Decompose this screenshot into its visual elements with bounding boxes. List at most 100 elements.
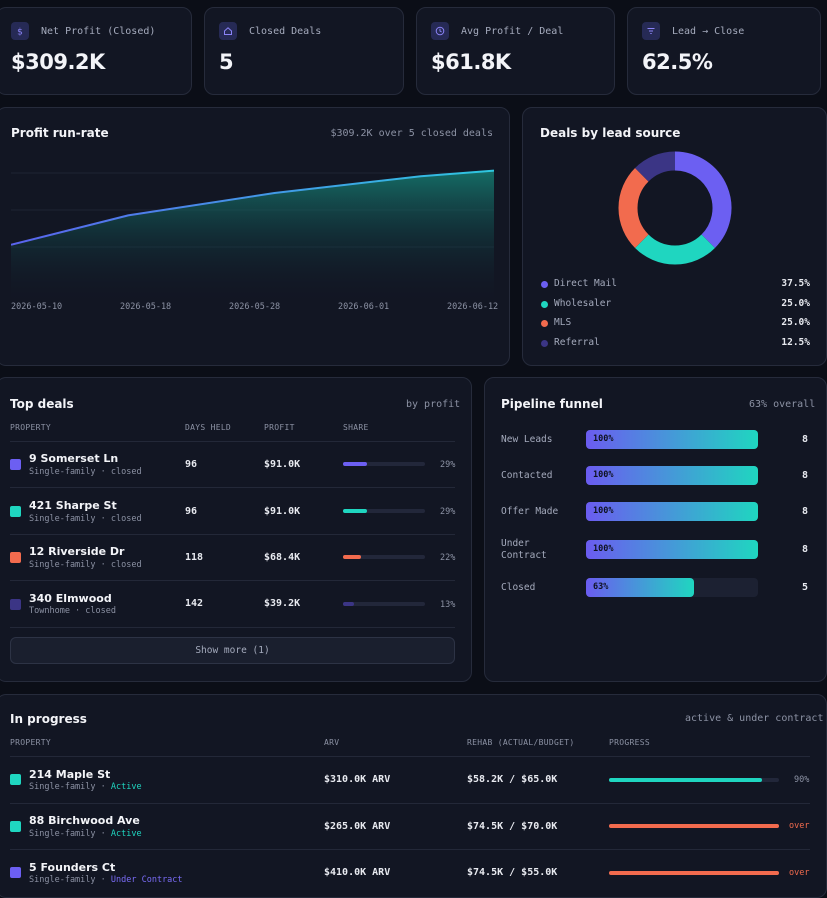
runrate-line (11, 169, 494, 246)
home-icon (219, 22, 237, 40)
days-held: 96 (185, 459, 198, 470)
property-sub: Single-family · closed (29, 514, 142, 524)
card-meta: active & under contract (685, 713, 824, 724)
column-header: SHARE (343, 423, 369, 432)
card-title: Deals by lead source (540, 126, 681, 140)
share-bar (343, 555, 425, 559)
legend-dot-mls (541, 320, 548, 327)
funnel-bar: 100% (586, 430, 758, 449)
row-divider (10, 756, 810, 757)
column-header: ARV (324, 738, 340, 747)
column-header: REHAB (ACTUAL/BUDGET) (467, 738, 575, 747)
property-swatch (10, 867, 21, 878)
share-percent: 22% (440, 553, 456, 563)
status-badge: Active (110, 829, 142, 839)
legend-value: 37.5% (781, 278, 810, 289)
donut-slice-referral (635, 151, 676, 182)
legend-label: MLS (554, 317, 572, 328)
kpi-card-net-profit: $ Net Profit (Closed) $309.2K (0, 7, 192, 95)
property-swatch (10, 552, 21, 563)
share-fill (343, 509, 367, 513)
card-meta: 63% overall (749, 399, 816, 410)
x-tick-label: 2026-06-01 (338, 302, 390, 312)
legend-dot-wholesaler (541, 301, 548, 308)
lead-source-card: Deals by lead source Direct Mail 37.5% W… (522, 107, 827, 366)
share-percent: 29% (440, 460, 456, 470)
progress-bar (609, 778, 779, 782)
show-more-button[interactable]: Show more (1) (10, 637, 455, 664)
arv: $410.0K ARV (324, 867, 391, 878)
funnel-percent: 100% (593, 544, 614, 554)
property-sub: Single-family · closed (29, 467, 142, 477)
funnel-count: 8 (802, 544, 809, 555)
row-divider (10, 627, 455, 628)
funnel-label: Closed (501, 582, 536, 593)
column-header: PROGRESS (609, 738, 650, 747)
filter-icon (642, 22, 660, 40)
property-swatch (10, 821, 21, 832)
funnel-percent: 63% (593, 582, 609, 592)
funnel-bar: 63% (586, 578, 758, 597)
x-tick-label: 2026-05-28 (229, 302, 281, 312)
profit: $91.0K (264, 459, 301, 470)
funnel-percent: 100% (593, 506, 614, 516)
property-sub: Townhome · closed (29, 606, 116, 616)
rehab: $58.2K / $65.0K (467, 774, 558, 785)
arv: $265.0K ARV (324, 821, 391, 832)
property-sub: Single-family · Under Contract (29, 875, 183, 885)
property-type: Single-family · (29, 782, 111, 792)
property-swatch (10, 459, 21, 470)
card-title: Pipeline funnel (501, 397, 603, 411)
property-type: Single-family · (29, 875, 111, 885)
runrate-chart (11, 169, 494, 298)
funnel-bar: 100% (586, 466, 758, 485)
kpi-label: Lead → Close (672, 26, 745, 37)
kpi-value: 62.5% (642, 50, 713, 74)
row-divider (10, 803, 810, 804)
funnel-count: 8 (802, 506, 809, 517)
progress-label: 90% (794, 775, 810, 785)
profit: $68.4K (264, 552, 301, 563)
property-name: 9 Somerset Ln (29, 452, 119, 465)
kpi-label: Avg Profit / Deal (461, 26, 564, 37)
donut-slice-direct-mail (674, 151, 732, 248)
legend-value: 12.5% (781, 337, 810, 348)
legend-label: Referral (554, 337, 600, 348)
row-divider (10, 441, 455, 442)
legend-value: 25.0% (781, 298, 810, 309)
x-tick-label: 2026-05-18 (120, 302, 172, 312)
share-fill (343, 602, 354, 606)
kpi-value: $309.2K (11, 50, 105, 74)
arv: $310.0K ARV (324, 774, 391, 785)
row-divider (10, 580, 455, 581)
funnel-label: New Leads (501, 434, 553, 445)
rehab: $74.5K / $70.0K (467, 821, 558, 832)
kpi-label: Closed Deals (249, 26, 322, 37)
property-name: 88 Birchwood Ave (29, 814, 140, 827)
funnel-label: Contacted (501, 470, 553, 481)
property-name: 421 Sharpe St (29, 499, 117, 512)
card-title: Profit run-rate (11, 126, 109, 140)
profit-runrate-card: Profit run-rate $309.2K over 5 closed de… (0, 107, 510, 366)
column-header: DAYS HELD (185, 423, 232, 432)
legend-value: 25.0% (781, 317, 810, 328)
progress-fill (609, 871, 779, 875)
funnel-fill: 100% (586, 466, 758, 485)
share-bar (343, 602, 425, 606)
kpi-card-avg-profit: Avg Profit / Deal $61.8K (416, 7, 615, 95)
card-title: Top deals (10, 397, 74, 411)
days-held: 118 (185, 552, 204, 563)
legend-dot-direct-mail (541, 281, 548, 288)
column-header: PROPERTY (10, 423, 51, 432)
progress-label: over (789, 868, 810, 878)
lead-source-donut (618, 151, 732, 265)
funnel-fill: 100% (586, 430, 758, 449)
legend-dot-referral (541, 340, 548, 347)
property-sub: Single-family · closed (29, 560, 142, 570)
property-swatch (10, 506, 21, 517)
funnel-count: 5 (802, 582, 809, 593)
runrate-area (11, 170, 494, 298)
kpi-value: $61.8K (431, 50, 511, 74)
dollar-icon: $ (11, 22, 29, 40)
progress-fill (609, 824, 779, 828)
